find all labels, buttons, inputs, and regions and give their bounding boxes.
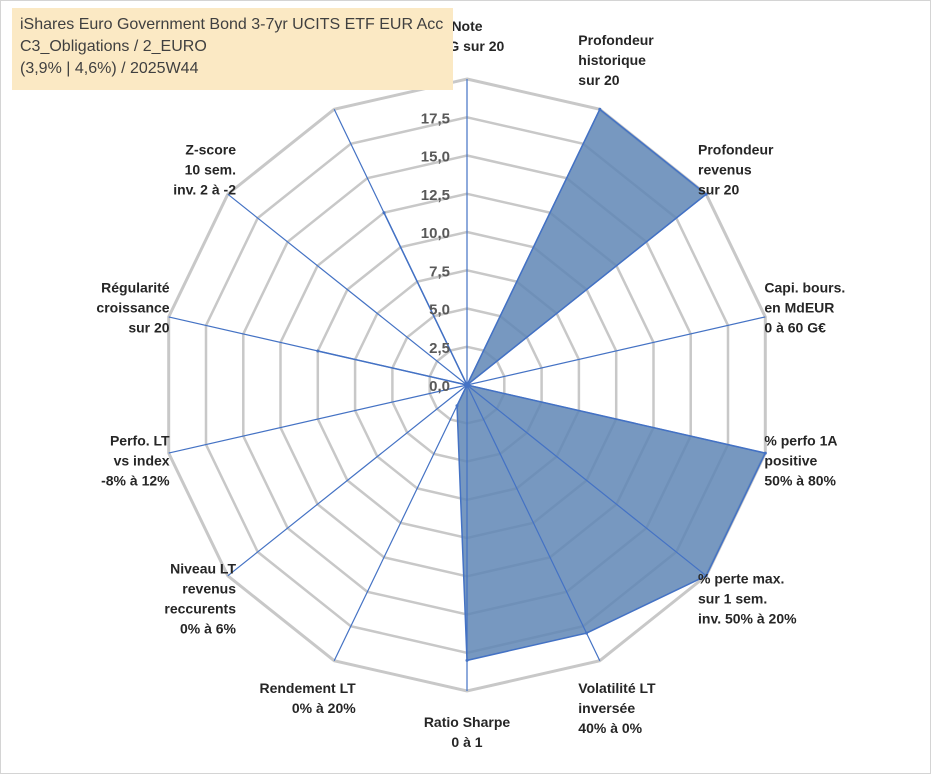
data-point	[316, 349, 320, 353]
axis-label: Z-score 10 sem. inv. 2 à -2	[173, 142, 236, 198]
tick-label: 12,5	[421, 187, 450, 204]
tick-label: 15,0	[421, 149, 450, 166]
data-point	[382, 211, 386, 215]
axis-label: Niveau LT revenus reccurents 0% à 6%	[164, 561, 236, 637]
axis-spoke	[333, 384, 468, 661]
axis-spoke	[466, 316, 766, 386]
data-point	[585, 631, 588, 635]
data-point	[465, 383, 469, 387]
axis-label: Régularité croissance sur 20	[96, 280, 169, 336]
fund-category: C3_Obligations / 2_EURO	[20, 38, 207, 55]
axis-spoke	[168, 384, 468, 454]
axis-spoke	[227, 384, 468, 577]
axis-spoke	[466, 193, 707, 386]
fund-stats: (3,9% | 4,6%) / 2025W44	[20, 60, 199, 77]
axis-spoke	[227, 193, 468, 386]
axis-label: Perfo. LT vs index -8% à 12%	[101, 433, 170, 489]
axis-label: Profondeur historique sur 20	[578, 32, 654, 88]
axis-label: % perte max. sur 1 sem. inv. 50% à 20%	[698, 571, 797, 627]
data-point	[465, 658, 469, 662]
data-point	[455, 404, 459, 408]
axis-spoke	[466, 384, 707, 577]
fund-info-box: iShares Euro Government Bond 3-7yr UCITS…	[12, 8, 453, 90]
data-point	[598, 107, 602, 111]
data-point	[704, 574, 708, 578]
tick-label: 10,0	[421, 225, 450, 242]
fund-name: iShares Euro Government Bond 3-7yr UCITS…	[20, 16, 444, 33]
axis-label: Volatilité LT inversée 40% à 0%	[578, 680, 656, 736]
axis-spoke	[333, 109, 468, 386]
tick-label: 17,5	[421, 110, 450, 127]
tick-label: 7,5	[429, 263, 450, 280]
axis-spoke	[466, 109, 601, 386]
axis-spoke	[466, 384, 766, 454]
data-point	[704, 192, 708, 196]
axis-label: % perfo 1A positive 50% à 80%	[764, 433, 837, 489]
axis-label: Profondeur revenus sur 20	[698, 142, 774, 198]
tick-label: 2,5	[429, 340, 450, 357]
axis-label: Capi. bours. en MdEUR 0 à 60 G€	[764, 280, 845, 336]
data-point	[763, 451, 767, 455]
axis-spoke	[466, 384, 601, 661]
tick-label: 5,0	[429, 302, 450, 319]
axis-label: Ratio Sharpe 0 à 1	[424, 714, 511, 750]
axis-label: Rendement LT 0% à 20%	[259, 680, 356, 716]
tick-label: 0,0	[429, 378, 450, 395]
